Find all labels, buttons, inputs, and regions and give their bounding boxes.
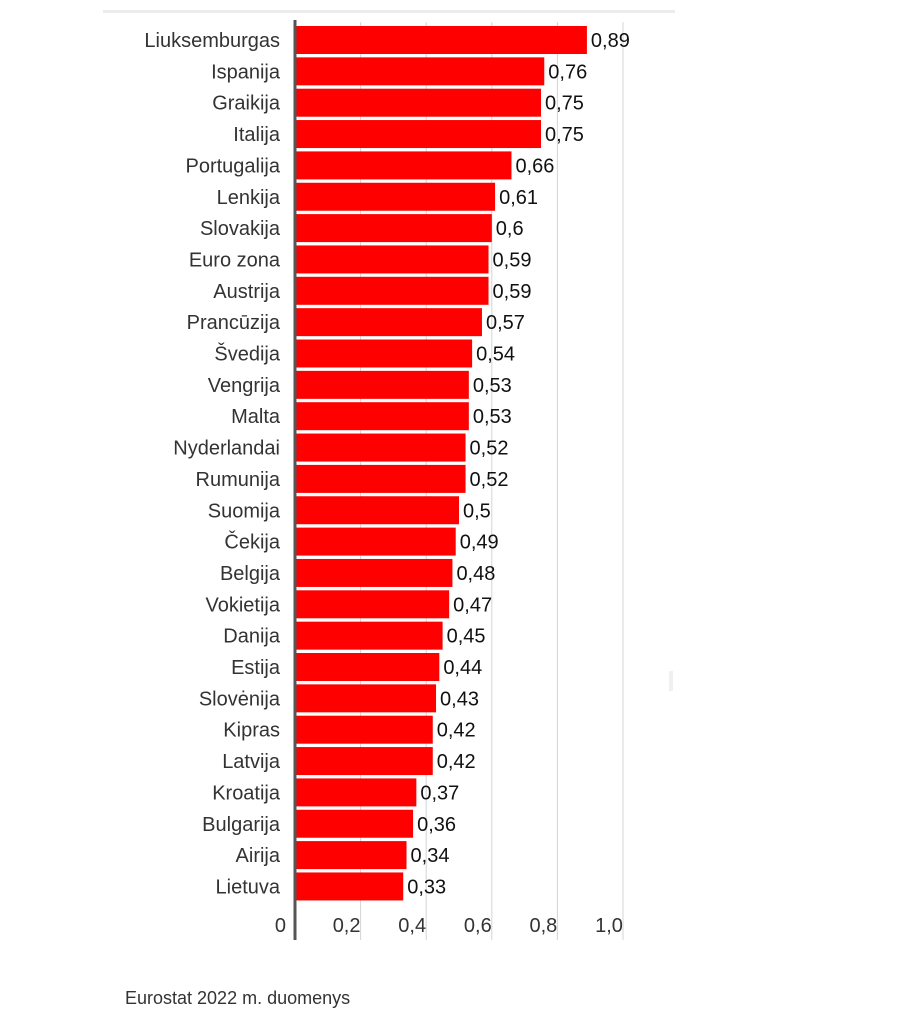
category-label: Belgija bbox=[220, 563, 281, 585]
value-label: 0,42 bbox=[437, 751, 476, 773]
value-label: 0,48 bbox=[456, 563, 495, 585]
category-label: Ispanija bbox=[211, 61, 281, 83]
x-tick-label: 0,6 bbox=[464, 915, 492, 937]
bar bbox=[295, 26, 587, 54]
bar bbox=[295, 527, 456, 556]
category-label: Vokietija bbox=[206, 594, 281, 616]
bar bbox=[295, 778, 417, 807]
value-label: 0,34 bbox=[411, 845, 450, 867]
bar bbox=[295, 464, 466, 493]
value-label: 0,49 bbox=[460, 532, 499, 554]
category-label: Airija bbox=[236, 845, 281, 867]
category-label: Rumunija bbox=[196, 469, 281, 491]
x-tick-label: 1,0 bbox=[595, 915, 623, 937]
category-label: Lietuva bbox=[216, 876, 281, 898]
bar bbox=[295, 558, 453, 587]
bar bbox=[295, 433, 466, 462]
x-tick-label: 0,8 bbox=[529, 915, 557, 937]
top-divider bbox=[103, 10, 675, 13]
value-label: 0,76 bbox=[548, 61, 587, 83]
value-label: 0,61 bbox=[499, 187, 538, 209]
value-label: 0,59 bbox=[493, 249, 532, 271]
value-label: 0,52 bbox=[470, 438, 509, 460]
bar bbox=[295, 276, 489, 305]
value-label: 0,89 bbox=[591, 30, 630, 52]
category-label: Graikija bbox=[212, 93, 281, 115]
category-label: Lenkija bbox=[217, 187, 281, 209]
source-note: Eurostat 2022 m. duomenys bbox=[125, 988, 351, 1008]
category-label: Estija bbox=[231, 657, 281, 679]
x-tick-label: 0,4 bbox=[398, 915, 426, 937]
bar bbox=[295, 747, 433, 776]
category-label: Italija bbox=[233, 124, 281, 146]
category-label: Švedija bbox=[214, 343, 280, 366]
value-label: 0,59 bbox=[493, 281, 532, 303]
value-label: 0,47 bbox=[453, 594, 492, 616]
category-label: Nyderlandai bbox=[173, 438, 280, 460]
category-label: Liuksemburgas bbox=[144, 30, 280, 52]
value-label: 0,52 bbox=[470, 469, 509, 491]
bar bbox=[295, 370, 469, 399]
bar bbox=[295, 57, 545, 86]
category-label: Slovėnija bbox=[199, 688, 281, 710]
bar bbox=[295, 182, 496, 211]
bar bbox=[295, 151, 512, 180]
category-label: Prancūzija bbox=[187, 312, 281, 334]
category-label: Vengrija bbox=[208, 375, 281, 397]
bar bbox=[295, 88, 541, 117]
value-label: 0,53 bbox=[473, 406, 512, 428]
bar bbox=[295, 653, 440, 681]
value-label: 0,53 bbox=[473, 375, 512, 397]
value-label: 0,43 bbox=[440, 688, 479, 710]
bar bbox=[295, 496, 459, 525]
bar bbox=[295, 715, 433, 744]
bar bbox=[295, 809, 414, 838]
value-label: 0,37 bbox=[420, 782, 459, 804]
value-label: 0,33 bbox=[407, 876, 446, 898]
bar bbox=[295, 245, 489, 274]
value-label: 0,75 bbox=[545, 124, 584, 146]
scroll-edge-marker bbox=[669, 671, 673, 691]
bar-chart: Liuksemburgas 0,89 Ispanija 0,76 Graikija 0,7… bbox=[144, 20, 630, 940]
category-label: Euro zona bbox=[189, 249, 281, 271]
bar bbox=[295, 841, 407, 870]
x-tick-label: 0 bbox=[275, 915, 286, 937]
bar bbox=[295, 872, 404, 901]
category-label: Portugalija bbox=[185, 155, 280, 177]
value-label: 0,6 bbox=[496, 218, 524, 240]
category-label: Suomija bbox=[208, 500, 281, 522]
value-label: 0,36 bbox=[417, 814, 456, 836]
category-label: Slovakija bbox=[200, 218, 281, 240]
category-label: Bulgarija bbox=[202, 814, 281, 836]
bar bbox=[295, 308, 482, 337]
category-label: Latvija bbox=[222, 751, 281, 773]
category-label: Malta bbox=[231, 406, 281, 428]
value-label: 0,45 bbox=[447, 626, 486, 648]
value-label: 0,75 bbox=[545, 93, 584, 115]
category-label: Kipras bbox=[223, 720, 280, 742]
bar bbox=[295, 621, 443, 650]
category-label: Danija bbox=[223, 626, 281, 648]
value-label: 0,44 bbox=[443, 657, 482, 679]
value-label: 0,54 bbox=[476, 344, 515, 366]
bar bbox=[295, 214, 492, 243]
x-tick-label: 0,2 bbox=[333, 915, 361, 937]
bar bbox=[295, 339, 473, 368]
bar bbox=[295, 684, 437, 713]
category-label: Čekija bbox=[224, 531, 280, 554]
bar bbox=[295, 590, 450, 619]
value-label: 0,66 bbox=[515, 155, 554, 177]
value-label: 0,42 bbox=[437, 720, 476, 742]
bar bbox=[295, 120, 541, 149]
bar bbox=[295, 402, 469, 431]
value-label: 0,5 bbox=[463, 500, 491, 522]
value-label: 0,57 bbox=[486, 312, 525, 334]
category-label: Kroatija bbox=[212, 782, 281, 804]
category-label: Austrija bbox=[213, 281, 281, 303]
